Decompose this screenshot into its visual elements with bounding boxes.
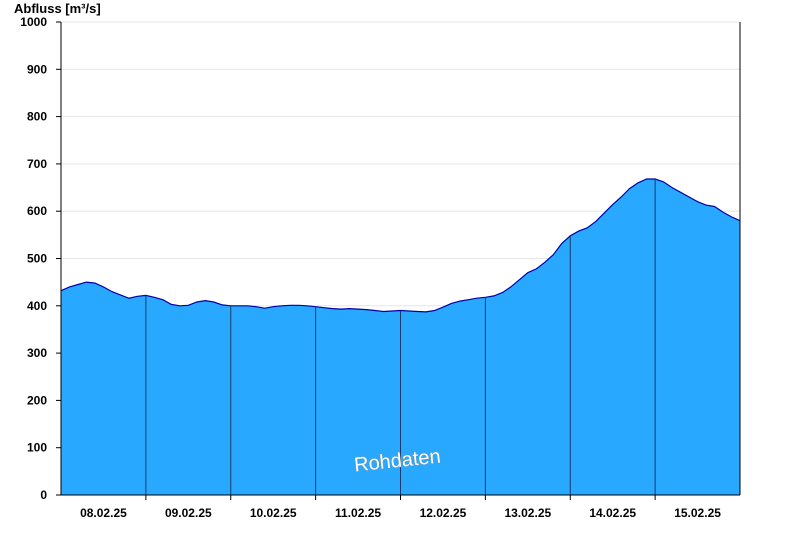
x-axis-ticks: 08.02.25 09.02.25 10.02.25 11.02.25 12.02.25… [80, 495, 721, 520]
y-tick-label: 100 [27, 441, 47, 455]
y-tick-label: 300 [27, 346, 47, 360]
y-tick-label: 200 [27, 393, 47, 407]
x-tick-label: 14.02.25 [589, 506, 636, 520]
y-axis-ticks: 0 100 200 300 400 500 600 700 800 900 1000 [20, 15, 61, 502]
y-tick-label: 700 [27, 157, 47, 171]
y-tick-label: 900 [27, 62, 47, 76]
y-tick-label: 500 [27, 252, 47, 266]
x-tick-label: 11.02.25 [335, 506, 381, 520]
discharge-line [60, 178, 741, 313]
x-tick-label: 15.02.25 [674, 506, 721, 520]
x-tick-label: 09.02.25 [165, 506, 212, 520]
day-dividers [145, 179, 656, 495]
y-tick-label: 1000 [20, 15, 47, 29]
x-tick-label: 08.02.25 [80, 506, 127, 520]
y-tick-label: 400 [27, 299, 47, 313]
watermark-text: Rohdaten [353, 446, 442, 477]
y-tick-label: 600 [27, 204, 47, 218]
y-tick-label: 0 [40, 488, 47, 502]
y-axis-label: Abfluss [m³/s] [14, 1, 101, 16]
y-tick-label: 800 [27, 110, 47, 124]
x-tick-label: 12.02.25 [420, 506, 467, 520]
x-tick-label: 13.02.25 [504, 506, 551, 520]
x-tick-label: 10.02.25 [250, 506, 297, 520]
